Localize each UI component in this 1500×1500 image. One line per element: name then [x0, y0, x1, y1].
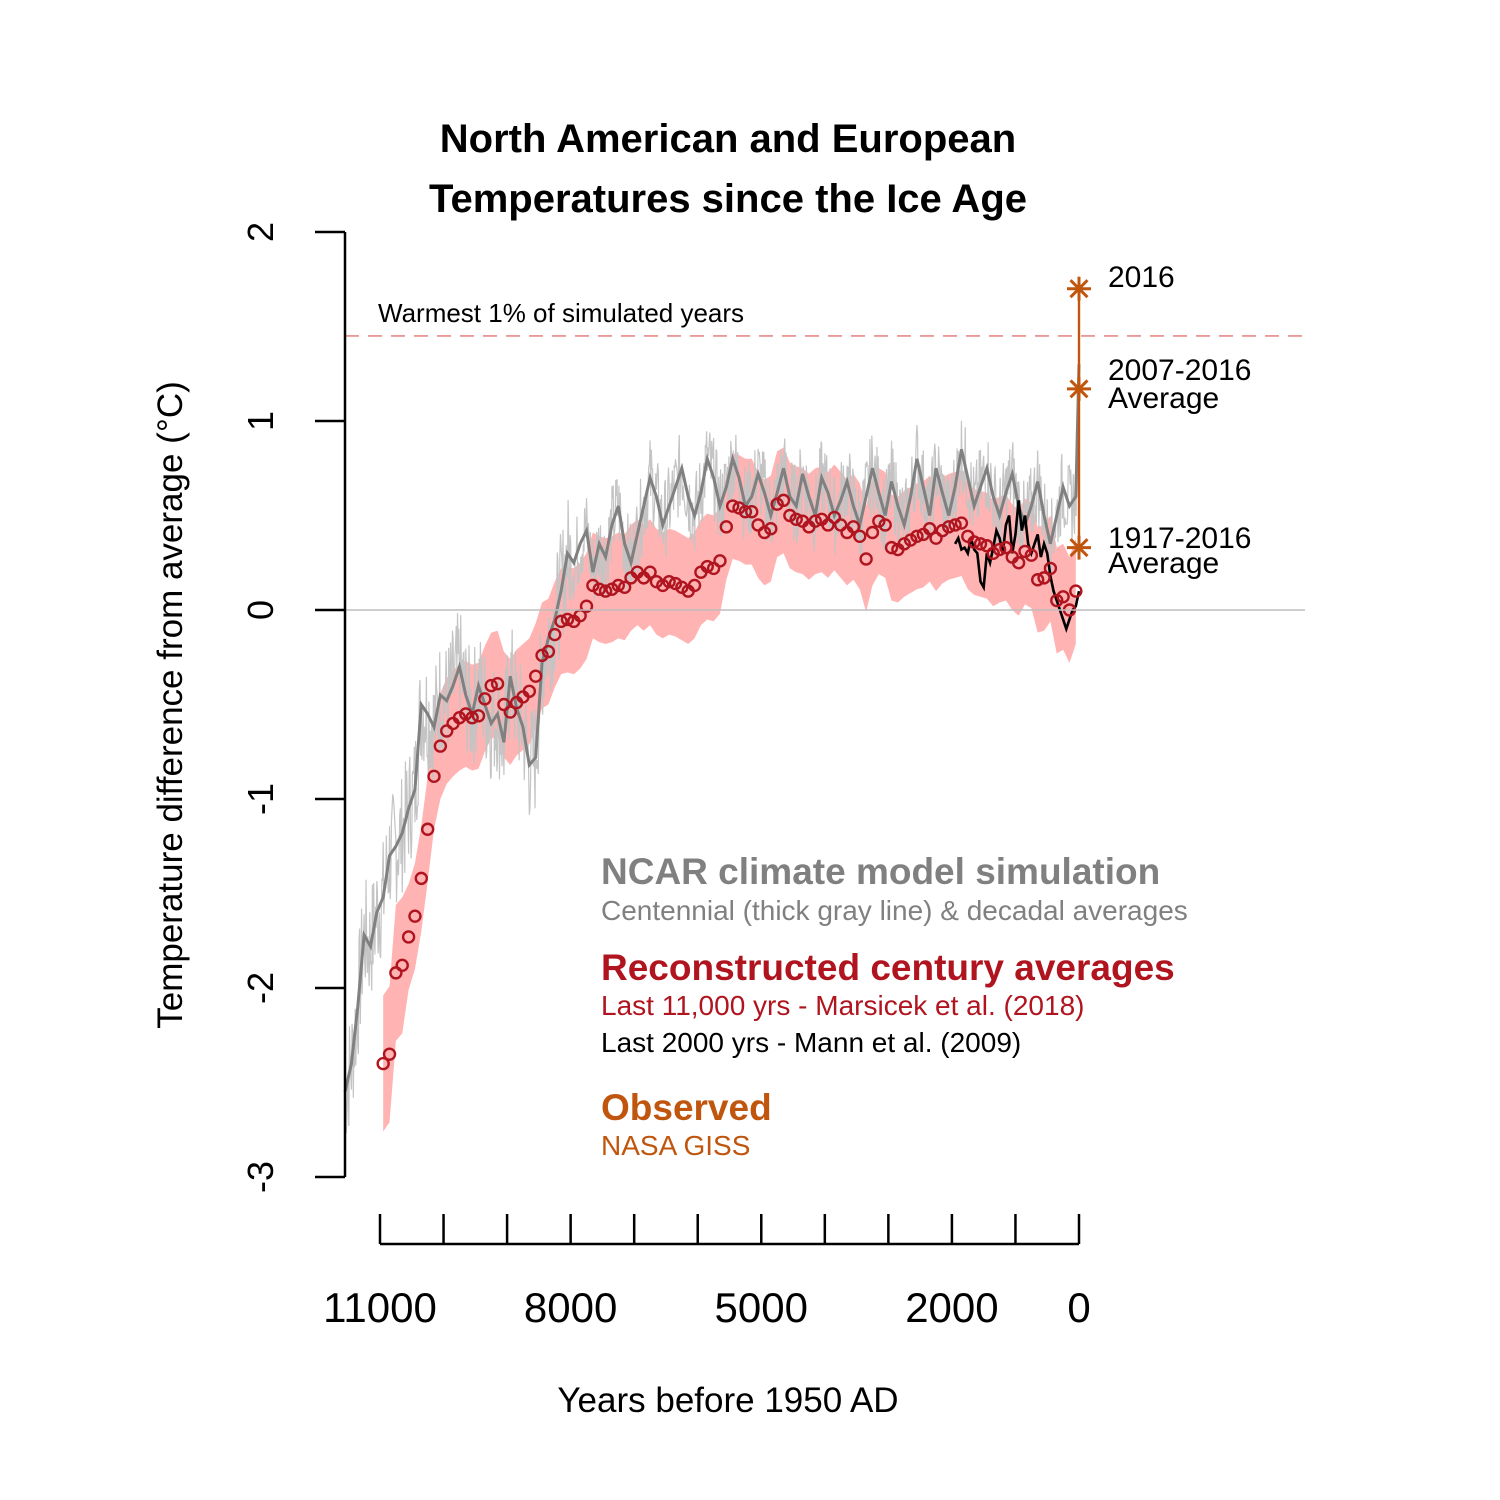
y-tick-label: 0	[240, 600, 281, 620]
reconstruction-point	[992, 542, 1007, 557]
reconstruction-point	[1011, 556, 1026, 570]
y-tick-label: -2	[240, 972, 281, 1004]
x-tick-label: 8000	[524, 1284, 617, 1331]
x-tick-label: 5000	[715, 1284, 808, 1331]
reconstruction-point	[725, 499, 740, 513]
reconstruction-point	[910, 529, 924, 543]
model-centennial-line	[343, 364, 1081, 1093]
y-tick-label: 2	[240, 222, 281, 242]
reconstruction-point	[484, 678, 498, 693]
obs-label-2016: 2016	[1108, 261, 1175, 294]
reconstruction-point	[1037, 571, 1051, 585]
legend-recon-title: Reconstructed century averages	[601, 947, 1175, 988]
reconstruction-point	[1043, 561, 1058, 576]
reconstruction-point	[611, 578, 625, 593]
reconstruction-point	[745, 505, 759, 519]
reconstruction-point	[878, 518, 892, 532]
reconstruction-point	[1069, 584, 1083, 598]
y-tick-label: 1	[240, 411, 281, 431]
legend-model-title: NCAR climate model simulation	[601, 851, 1160, 892]
reconstruction-point	[1030, 573, 1045, 587]
observed-star-marker	[1067, 535, 1091, 560]
reconstruction-point	[859, 552, 873, 566]
reconstruction-point	[503, 705, 517, 719]
reconstruction-point	[471, 709, 486, 723]
reconstruction-point	[408, 909, 422, 923]
obs-label-1917-2016-years: 1917-2016	[1108, 522, 1251, 555]
reconstruction-point	[713, 554, 727, 568]
reconstruction-point	[465, 711, 479, 725]
reconstruction-point	[942, 520, 956, 534]
reconstruction-point	[999, 540, 1013, 555]
reconstruction-points-layer	[376, 493, 1083, 1071]
observed-star-marker	[1067, 376, 1091, 401]
reconstruction-point	[967, 535, 981, 549]
x-tick-label: 2000	[905, 1284, 998, 1331]
legend-model-subtitle: Centennial (thick gray line) & decadal a…	[601, 895, 1188, 926]
observed-star-marker	[1067, 276, 1091, 301]
legend-observed-title: Observed	[601, 1087, 772, 1128]
reconstruction-point	[554, 614, 568, 629]
reconstruction-point	[376, 1056, 390, 1071]
reconstruction-point	[687, 578, 702, 593]
observed-layer	[1067, 276, 1091, 560]
reconstruction-point	[541, 644, 556, 659]
y-axis-label: Temperature difference from average (°C)	[151, 381, 190, 1029]
reconstruction-point	[954, 516, 969, 530]
reconstruction-point	[662, 574, 676, 589]
reconstruction-point	[522, 684, 537, 698]
reconstruction-point	[764, 522, 778, 536]
reconstruction-point	[808, 514, 822, 528]
legend: NCAR climate model simulation Centennial…	[601, 851, 1188, 1161]
reconstruction-point	[478, 692, 492, 706]
reconstruction-point	[414, 871, 429, 886]
axes-layer: -3 -2 -1 0 1 2 11000 8000 5000 2000 0	[240, 222, 1305, 1331]
reconstruction-point	[1056, 590, 1070, 604]
reconstruction-point	[865, 525, 880, 540]
reconstruction-point	[420, 822, 435, 836]
reconstruction-point	[738, 505, 753, 519]
obs-label-2007-2016-average: Average	[1108, 382, 1219, 415]
x-axis-label: Years before 1950 AD	[557, 1381, 898, 1420]
reconstruction-point	[598, 584, 613, 598]
reconstruction-point	[922, 522, 937, 536]
legend-recon-mann: Last 2000 yrs - Mann et al. (2009)	[601, 1027, 1021, 1058]
reconstruction-point	[401, 930, 416, 944]
reconstruction-point	[719, 520, 734, 534]
reconstruction-point	[560, 612, 575, 627]
chart-title-line-2: Temperatures since the Ice Age	[429, 177, 1027, 221]
reconstruction-point	[700, 559, 714, 574]
y-tick-label: -1	[240, 783, 281, 815]
threshold-label: Warmest 1% of simulated years	[378, 298, 744, 328]
reconstruction-point	[382, 1047, 397, 1061]
reconstruction-point	[776, 493, 791, 508]
reconstruction-point	[846, 520, 861, 534]
reconstruction-point	[973, 537, 988, 551]
reconstruction-point	[853, 529, 867, 543]
reconstruction-point	[617, 580, 632, 595]
reconstruction-point	[643, 565, 657, 579]
reconstruction-point	[548, 627, 562, 642]
reconstruction-point	[789, 512, 803, 526]
reconstruction-point	[427, 769, 441, 784]
reconstruction-point	[433, 739, 448, 753]
chart-title-line-1: North American and European	[440, 117, 1016, 161]
obs-label-2007-2016-years: 2007-2016	[1108, 354, 1251, 387]
reconstruction-point	[490, 677, 505, 691]
legend-recon-marsicek: Last 11,000 yrs - Marsicek et al. (2018)	[601, 990, 1084, 1021]
reconstruction-point	[884, 540, 899, 555]
x-tick-label: 0	[1067, 1284, 1090, 1331]
reconstruction-point	[528, 669, 543, 683]
obs-label-1917-2016-average: Average	[1108, 547, 1219, 580]
reconstruction-point	[395, 958, 409, 973]
reconstruction-point	[1024, 548, 1039, 562]
reconstruction-point	[592, 582, 606, 596]
x-tick-label: 11000	[323, 1284, 437, 1331]
reconstruction-point	[579, 599, 594, 613]
y-tick-label: -3	[240, 1161, 281, 1193]
legend-observed-source: NASA GISS	[601, 1130, 750, 1161]
reconstruction-point	[948, 518, 962, 532]
